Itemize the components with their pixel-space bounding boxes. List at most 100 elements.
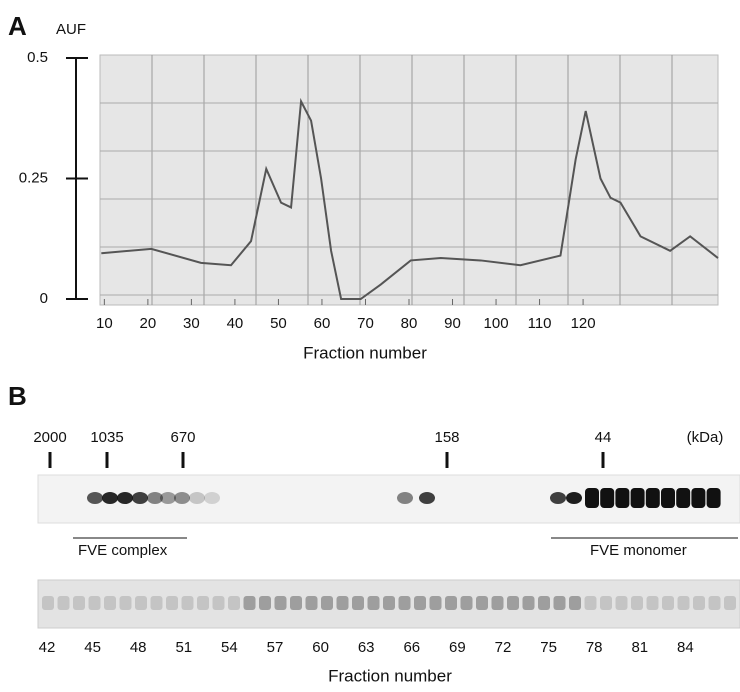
- gel-band: [274, 596, 287, 610]
- x-axis-label: Fraction number: [303, 343, 427, 362]
- gel-band: [507, 596, 519, 610]
- blot-band: [676, 488, 691, 508]
- gel-band: [197, 596, 209, 610]
- gel-band: [57, 596, 70, 610]
- gel-band: [243, 596, 256, 610]
- x-tick-label: 10: [96, 315, 113, 332]
- x-tick-label: 50: [270, 315, 287, 332]
- fraction-label: 81: [631, 639, 648, 656]
- gel-band: [708, 596, 721, 610]
- blot-band: [147, 492, 163, 504]
- gel-band: [569, 596, 581, 610]
- blot-band: [160, 492, 176, 504]
- gel-band: [352, 596, 364, 610]
- gel-band: [553, 596, 566, 610]
- gel-band: [414, 596, 426, 610]
- group-label: FVE monomer: [590, 542, 687, 559]
- gel-band: [104, 596, 116, 610]
- gel-band: [305, 596, 318, 610]
- fraction-label: 48: [130, 639, 147, 656]
- fraction-label: 63: [358, 639, 375, 656]
- marker-label: 158: [434, 429, 459, 446]
- gel-band: [259, 596, 271, 610]
- fraction-label: 60: [312, 639, 329, 656]
- gel-band: [42, 596, 54, 610]
- blot-band: [630, 488, 645, 508]
- x-tick-label: 70: [357, 315, 374, 332]
- gel-band: [724, 596, 736, 610]
- gel-band: [73, 596, 85, 610]
- gel-band: [429, 596, 442, 610]
- marker-label: 44: [595, 429, 612, 446]
- blot-band: [397, 492, 413, 504]
- x-tick-label: 30: [183, 315, 200, 332]
- gel-band: [181, 596, 194, 610]
- marker-label: 1035: [90, 429, 123, 446]
- marker-label: 670: [170, 429, 195, 446]
- data-line: [101, 97, 719, 300]
- fraction-label: 66: [403, 639, 420, 656]
- gel-band: [476, 596, 488, 610]
- blot-band: [102, 492, 118, 504]
- y-axis-label: AUF: [56, 21, 86, 38]
- gel-band: [460, 596, 473, 610]
- gel-band: [693, 596, 705, 610]
- x-tick-label: 40: [227, 315, 244, 332]
- x-tick-label: 120: [571, 315, 596, 332]
- x-tick-label: 90: [444, 315, 461, 332]
- gel-band: [166, 596, 178, 610]
- gel-band: [135, 596, 147, 610]
- plot-background: [99, 54, 719, 306]
- blot-band: [419, 492, 435, 504]
- panel-label: A: [8, 11, 27, 41]
- fraction-label: 42: [39, 639, 56, 656]
- fraction-label: 69: [449, 639, 466, 656]
- blot-band: [117, 492, 133, 504]
- y-tick-label: 0.25: [19, 169, 48, 186]
- group-label: FVE complex: [78, 542, 168, 559]
- blot-band: [600, 488, 615, 508]
- gel-band: [88, 596, 101, 610]
- gel-band: [662, 596, 674, 610]
- gel-band: [615, 596, 628, 610]
- gel-band: [212, 596, 225, 610]
- x-tick-label: 80: [401, 315, 418, 332]
- x-tick-label: 110: [528, 315, 552, 332]
- fraction-label: 51: [175, 639, 192, 656]
- gel-band: [445, 596, 457, 610]
- fraction-label: 45: [84, 639, 101, 656]
- blot-band: [87, 492, 103, 504]
- gel-band: [119, 596, 132, 610]
- fraction-label: 57: [267, 639, 284, 656]
- gel-band: [150, 596, 163, 610]
- blot-band: [615, 488, 630, 508]
- marker-label: 2000: [33, 429, 66, 446]
- blot-band: [550, 492, 566, 504]
- gel-band: [584, 596, 597, 610]
- gel-band: [631, 596, 643, 610]
- gel-band: [228, 596, 240, 610]
- x-tick-label: 20: [140, 315, 157, 332]
- x-tick-label: 60: [314, 315, 331, 332]
- fraction-label: 84: [677, 639, 694, 656]
- unit-label: (kDa): [687, 429, 724, 446]
- gel-band: [677, 596, 690, 610]
- gel-band: [367, 596, 380, 610]
- gel-band: [290, 596, 302, 610]
- fraction-label: 54: [221, 639, 238, 656]
- blot-band: [204, 492, 220, 504]
- blot-band: [566, 492, 582, 504]
- gel-band: [336, 596, 349, 610]
- fraction-label: 72: [495, 639, 512, 656]
- gel-band: [491, 596, 504, 610]
- gel-band: [522, 596, 535, 610]
- blot-band: [174, 492, 190, 504]
- blot-band: [585, 488, 599, 508]
- gel-band: [646, 596, 659, 610]
- gel-band: [398, 596, 411, 610]
- gel-band: [321, 596, 333, 610]
- gel-band: [383, 596, 395, 610]
- blot-band: [691, 488, 706, 508]
- gel-band: [600, 596, 612, 610]
